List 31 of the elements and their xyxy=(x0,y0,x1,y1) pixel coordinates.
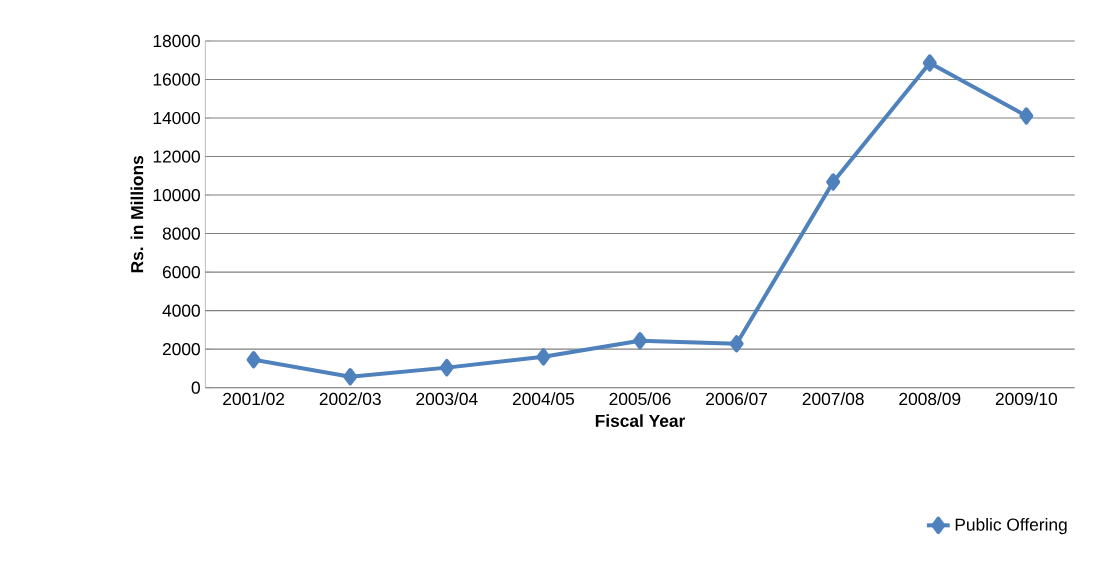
x-axis-title: Fiscal Year xyxy=(595,414,686,427)
point xyxy=(1019,107,1034,125)
y-tick-label: 18000 xyxy=(153,34,200,48)
point xyxy=(439,358,454,377)
x-tick-label: 2007/08 xyxy=(802,392,864,406)
point xyxy=(826,173,841,191)
x-tick-label: 2009/10 xyxy=(995,392,1058,406)
point xyxy=(536,348,551,366)
point xyxy=(633,332,647,350)
y-tick-label: 6000 xyxy=(162,265,200,279)
y-tick-label: 14000 xyxy=(153,111,200,125)
y-tick-label: 0 xyxy=(191,381,200,394)
y-axis-title: Rs. in Millions xyxy=(130,155,144,273)
x-tick-label: 2005/06 xyxy=(609,392,671,406)
y-tick-label: 12000 xyxy=(153,150,200,163)
x-tick-label: 2001/02 xyxy=(223,392,285,406)
point xyxy=(343,368,358,386)
y-tick-label: 10000 xyxy=(153,188,200,202)
point xyxy=(922,54,937,72)
y-tick-label: 16000 xyxy=(153,73,200,86)
y-tick-label: 4000 xyxy=(162,304,200,317)
y-tick-label: 2000 xyxy=(162,343,200,356)
x-tick-label: 2006/07 xyxy=(706,392,768,406)
x-tick-label: 2002/03 xyxy=(319,392,381,406)
point xyxy=(246,351,261,369)
legend-label: Public Offering xyxy=(955,518,1067,535)
x-tick-label: 2003/04 xyxy=(416,392,478,406)
x-tick-label: 2008/09 xyxy=(899,392,961,406)
y-tick-label: 8000 xyxy=(162,227,200,240)
point xyxy=(729,335,744,353)
x-tick-label: 2004/05 xyxy=(512,392,574,406)
